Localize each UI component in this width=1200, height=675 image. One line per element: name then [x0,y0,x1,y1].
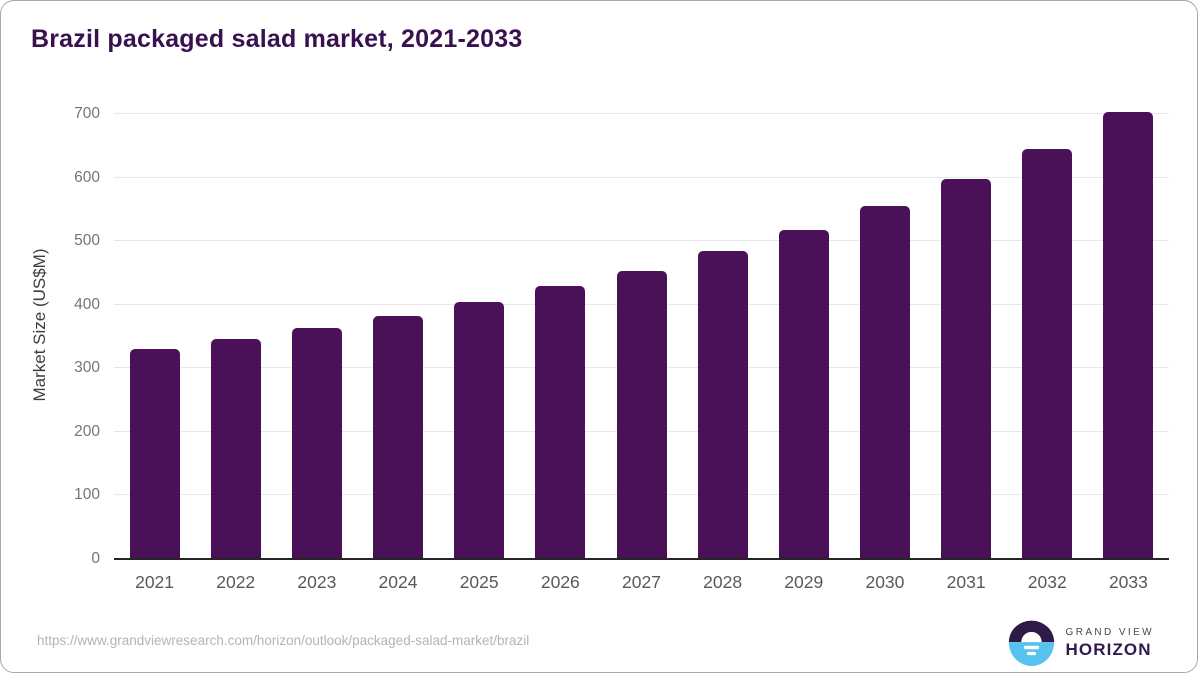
y-tick-label: 500 [74,232,100,250]
x-tick-label: 2023 [297,572,337,592]
bar-2026 [535,286,586,559]
bar-2030 [859,206,910,559]
chart-title: Brazil packaged salad market, 2021-2033 [31,25,523,53]
x-axis-line [114,558,1169,560]
bar-2032 [1022,148,1073,559]
gridline [114,240,1169,242]
bar-2024 [373,315,424,559]
gridline [114,176,1169,178]
x-tick-label: 2032 [1027,572,1067,592]
x-tick-label: 2021 [135,572,175,592]
x-tick-label: 2031 [946,572,986,592]
x-tick-label: 2029 [784,572,824,592]
y-axis-title: Market Size (US$M) [30,248,49,402]
plot-area: 0 100 200 300 400 500 600 700 2021 2022 2023 2024 20… [74,91,1169,592]
logo-text-horizon: HORIZON [1065,640,1152,659]
bar-2025 [454,301,505,559]
bar-2027 [616,271,667,559]
bar-2029 [778,230,829,559]
y-tick-label: 600 [74,168,100,186]
x-tick-label: 2025 [459,572,499,592]
x-tick-label: 2028 [703,572,743,592]
gridline [114,113,1169,114]
bar-2023 [291,327,342,559]
source-url: https://www.grandviewresearch.com/horizo… [37,633,530,648]
x-tick-label: 2022 [216,572,256,592]
x-tick-label: 2024 [378,572,418,592]
bar-2021 [129,348,180,559]
x-tick-label: 2026 [540,572,580,592]
y-tick-label: 200 [74,422,100,440]
y-tick-label: 700 [74,105,100,122]
y-tick-label: 400 [74,295,100,313]
y-tick-label: 0 [91,550,100,567]
x-tick-label: 2027 [622,572,661,592]
bar-2028 [697,251,748,559]
bar-2033 [1103,112,1154,559]
bar-2031 [941,179,992,559]
y-tick-label: 300 [74,359,100,377]
logo-text: GRAND VIEW HORIZON [1066,627,1154,660]
brand-logo: GRAND VIEW HORIZON [1007,619,1154,668]
x-tick-label: 2030 [865,572,905,592]
logo-text-grand-view: GRAND VIEW [1065,627,1154,638]
y-tick-label: 100 [74,486,100,504]
bar-2022 [210,339,261,559]
horizon-logo-icon [1008,620,1054,666]
x-tick-label: 2033 [1108,572,1148,592]
